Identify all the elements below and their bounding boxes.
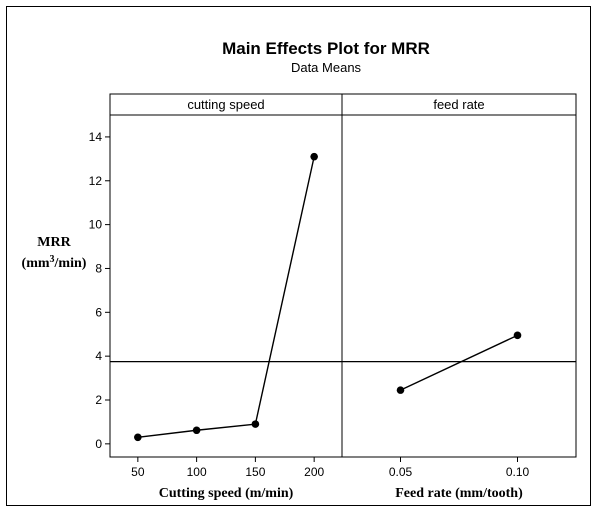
y-tick-label: 6 — [95, 305, 102, 319]
x-tick-label: 150 — [245, 465, 265, 479]
data-point — [134, 433, 142, 442]
y-tick-label: 14 — [89, 130, 103, 144]
panel-strip-label: feed rate — [433, 97, 484, 112]
chart-subtitle: Data Means — [291, 60, 362, 75]
x-tick-label: 0.05 — [389, 465, 413, 479]
plot-border — [109, 93, 577, 458]
series-line — [137, 156, 315, 438]
y-tick-label: 4 — [95, 349, 102, 363]
figure-frame — [6, 6, 591, 506]
x-axis-label: Cutting speed (m/min) — [159, 486, 294, 501]
data-point — [251, 420, 260, 428]
series-line — [400, 334, 518, 391]
x-axis-label: Feed rate (mm/tooth) — [395, 486, 523, 501]
y-tick-label: 0 — [95, 437, 102, 451]
chart-title: Main Effects Plot for MRR — [222, 39, 430, 58]
panel-strip-label: cutting speed — [187, 97, 264, 112]
y-tick-label: 12 — [89, 174, 103, 188]
x-tick-label: 0.10 — [506, 465, 530, 479]
x-tick-label: 200 — [304, 465, 324, 479]
y-tick-label: 10 — [89, 218, 103, 232]
data-point — [310, 152, 318, 161]
data-point — [513, 331, 522, 340]
y-tick-label: 8 — [95, 261, 102, 275]
data-point — [192, 426, 201, 435]
x-tick-label: 50 — [131, 465, 145, 479]
x-tick-label: 100 — [187, 465, 207, 479]
y-axis-label: MRR — [37, 235, 71, 250]
data-point — [396, 386, 405, 394]
y-tick-label: 2 — [95, 393, 102, 407]
y-axis-unit: (mm3/min) — [22, 254, 87, 271]
